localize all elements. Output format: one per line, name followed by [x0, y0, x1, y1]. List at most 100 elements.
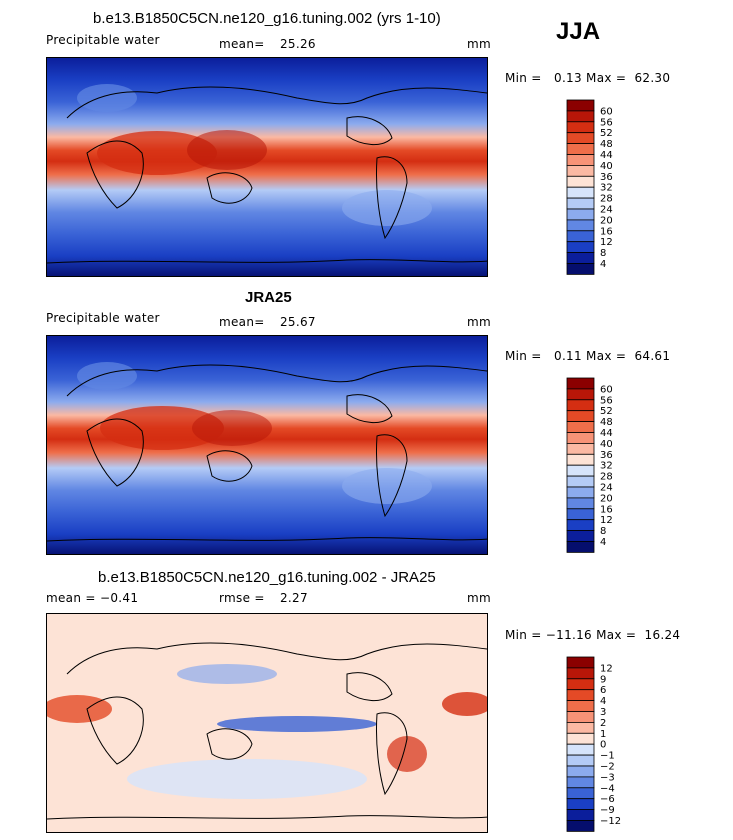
- colorbar-swatch: [566, 165, 595, 177]
- panel2-map: [46, 335, 488, 555]
- colorbar-tick-label: 40: [600, 161, 613, 172]
- colorbar-swatch: [566, 175, 595, 188]
- colorbar-swatch: [566, 678, 595, 691]
- colorbar-tick-label: 56: [600, 117, 613, 128]
- colorbar-swatch: [566, 497, 595, 510]
- panel1-colorbar-swatches: [566, 99, 595, 275]
- colorbar-tick-label: 48: [600, 139, 613, 150]
- colorbar-tick-label: 4: [600, 696, 606, 707]
- panel1-units: mm: [467, 37, 491, 51]
- colorbar-tick-label: 12: [600, 515, 613, 526]
- panel1-map: [46, 57, 488, 277]
- panel1-mean-value: 25.26: [280, 37, 316, 51]
- colorbar-tick-label: 32: [600, 183, 613, 194]
- panel2-colorbar-swatches: [566, 377, 595, 553]
- panel2-minmax: Min = 0.11 Max = 64.61: [505, 349, 671, 363]
- colorbar-swatch: [566, 421, 595, 433]
- colorbar-tick-label: 0: [600, 740, 606, 751]
- colorbar-swatch: [566, 388, 595, 401]
- panel1-minmax: Min = 0.13 Max = 62.30: [505, 71, 671, 85]
- colorbar-tick-label: 36: [600, 172, 613, 183]
- colorbar-tick-label: 28: [600, 194, 613, 205]
- colorbar-swatch: [566, 776, 595, 789]
- colorbar-tick-label: 3: [600, 707, 606, 718]
- panel3-positive-anomaly-west: [47, 695, 112, 723]
- colorbar-swatch: [566, 377, 595, 390]
- colorbar-swatch: [566, 700, 595, 712]
- panel2-dry-region: [77, 362, 137, 390]
- colorbar-swatch: [566, 230, 595, 243]
- colorbar-swatch: [566, 110, 595, 123]
- panel3-minmax: Min = −11.16 Max = 16.24: [505, 628, 681, 642]
- colorbar-tick-label: 16: [600, 504, 613, 515]
- panel3-mean-label: mean =: [46, 591, 96, 605]
- colorbar-swatch: [566, 530, 595, 542]
- colorbar-swatch: [566, 820, 595, 832]
- colorbar-tick-label: 20: [600, 215, 613, 226]
- panel2-units: mm: [467, 315, 491, 329]
- panel1-variable: Precipitable water: [46, 33, 160, 47]
- panel1-dry-region: [77, 84, 137, 112]
- colorbar-swatch: [566, 99, 595, 112]
- colorbar-tick-label: 6: [600, 685, 606, 696]
- colorbar-swatch: [566, 798, 595, 810]
- panel2-variable: Precipitable water: [46, 311, 160, 325]
- colorbar-tick-label: 4: [600, 537, 606, 548]
- colorbar-tick-label: 16: [600, 226, 613, 237]
- colorbar-tick-label: −4: [600, 783, 615, 794]
- colorbar-swatch: [566, 186, 595, 199]
- panel2-mean-label: mean=: [219, 315, 265, 329]
- panel3-southern-ocean: [127, 759, 367, 799]
- colorbar-swatch: [566, 208, 595, 221]
- colorbar-tick-label: 8: [600, 248, 606, 259]
- panel3-map-svg: [47, 614, 487, 832]
- colorbar-tick-label: 36: [600, 450, 613, 461]
- colorbar-tick-label: 40: [600, 439, 613, 450]
- panel1-mean-label: mean=: [219, 37, 265, 51]
- colorbar-swatch: [566, 765, 595, 778]
- colorbar-swatch: [566, 121, 595, 134]
- colorbar-tick-label: −12: [600, 816, 621, 827]
- colorbar-tick-label: −2: [600, 762, 615, 773]
- colorbar-tick-label: 20: [600, 493, 613, 504]
- colorbar-swatch: [566, 475, 595, 488]
- colorbar-swatch: [566, 656, 595, 669]
- colorbar-swatch: [566, 809, 595, 821]
- panel3-negative-north: [177, 664, 277, 684]
- panel2-mean-value: 25.67: [280, 315, 316, 329]
- panel2-colorbar: 60 56 52 48 44 40 36 32 28 24 20 16 12 8 4: [566, 377, 627, 557]
- panel1-title: b.e13.B1850C5CN.ne120_g16.tuning.002 (yr…: [93, 10, 441, 27]
- colorbar-tick-label: 4: [600, 259, 606, 270]
- panel3-rmse-value: 2.27: [280, 591, 308, 605]
- panel3-rmse-label: rmse =: [219, 591, 265, 605]
- colorbar-swatch: [566, 432, 595, 444]
- colorbar-tick-label: 44: [600, 150, 613, 161]
- panel3-south-america-anomaly: [387, 736, 427, 772]
- colorbar-tick-label: 56: [600, 395, 613, 406]
- panel3-colorbar: 12 9 6 4 3 2 1 0 −1 −2 −3 −4 −6 −9 −12: [566, 656, 627, 836]
- colorbar-tick-label: 8: [600, 526, 606, 537]
- panel3-map: [46, 613, 488, 833]
- colorbar-swatch: [566, 486, 595, 499]
- colorbar-tick-label: 1: [600, 729, 606, 740]
- colorbar-swatch: [566, 732, 595, 745]
- panel2-subtropical-dry: [342, 468, 432, 504]
- colorbar-tick-label: −9: [600, 805, 615, 816]
- panel2-map-svg: [47, 336, 487, 554]
- colorbar-swatch: [566, 219, 595, 232]
- panel3-positive-anomaly-east: [442, 692, 487, 716]
- panel1-map-svg: [47, 58, 487, 276]
- colorbar-swatch: [566, 263, 595, 275]
- panel1-asian-monsoon: [187, 130, 267, 170]
- colorbar-swatch: [566, 541, 595, 553]
- colorbar-tick-label: 44: [600, 428, 613, 439]
- panel1-colorbar: 60 56 52 48 44 40 36 32 28 24 20 16 12 8 4: [566, 99, 627, 279]
- panel2-coastlines: [47, 364, 487, 542]
- panel3-mean-value: −0.41: [100, 591, 139, 605]
- colorbar-tick-label: −1: [600, 751, 615, 762]
- panel1-coastlines: [47, 86, 487, 264]
